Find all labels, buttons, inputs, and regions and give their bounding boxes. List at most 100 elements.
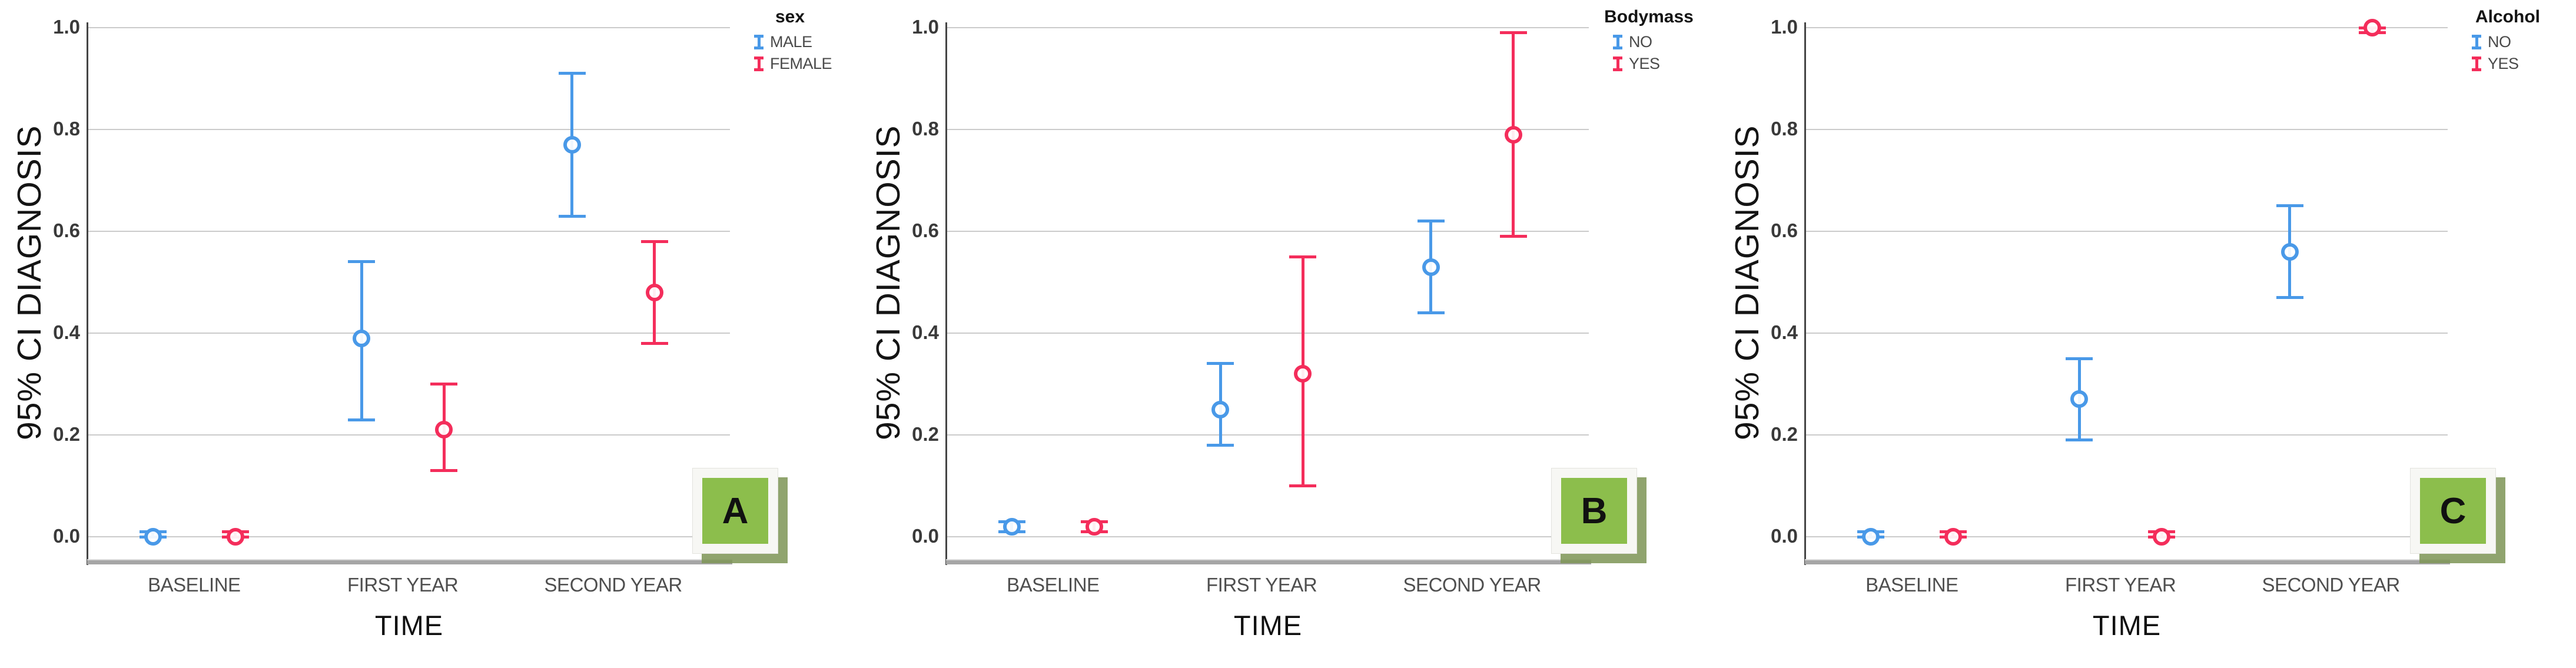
errorbar-cap-low-no-first-year — [2066, 438, 2093, 442]
mean-marker-yes-baseline — [1944, 528, 1962, 546]
x-tick-label-first-year: FIRST YEAR — [347, 574, 459, 596]
errorbar-icon — [753, 35, 764, 49]
panel-badge: C — [2410, 468, 2496, 554]
errorbar-icon-part — [2475, 38, 2478, 46]
gridline-0.8 — [1806, 129, 2448, 130]
panel-badge-letter: C — [2420, 478, 2486, 544]
legend-items: MALE FEMALE — [737, 33, 855, 73]
gridline-0.4 — [947, 333, 1589, 334]
mean-marker-male-second-year — [563, 135, 581, 154]
errorbar-cap-high-no-first-year — [2066, 357, 2093, 360]
gridline-0.2 — [947, 434, 1589, 436]
gridline-0.0 — [88, 536, 730, 537]
mean-marker-no-baseline — [1002, 517, 1021, 536]
errorbar-icon-part — [1613, 46, 1622, 49]
errorbar-cap-high-yes-first-year — [1289, 255, 1317, 258]
errorbar-icon-part — [2472, 35, 2481, 38]
legend-item-label: YES — [2488, 55, 2519, 72]
gridline-0.8 — [947, 129, 1589, 130]
panel-a-sex: 95% CI DIAGNOSIS TIME sex MALE FEMALE A 0… — [0, 0, 858, 668]
errorbar-cap-low-male-first-year — [348, 418, 376, 421]
mean-marker-no-baseline — [1861, 528, 1880, 546]
errorbar-icon — [1612, 57, 1623, 71]
mean-marker-no-first-year — [1211, 400, 1230, 418]
legend: Alcohol NO YES — [2455, 7, 2572, 77]
errorbar-cap-high-female-first-year — [430, 383, 458, 385]
errorbar-cap-low-yes-first-year — [1289, 484, 1317, 487]
errorbar-icon — [2471, 57, 2482, 71]
y-tick-label-0.4: 0.4 — [53, 321, 80, 343]
y-tick-label-1.0: 1.0 — [912, 16, 939, 38]
x-tick-label-baseline: BASELINE — [1865, 574, 1958, 596]
mean-marker-female-first-year — [435, 421, 453, 439]
mean-marker-male-baseline — [144, 528, 162, 546]
y-tick-label-0.8: 0.8 — [912, 118, 939, 139]
x-axis-line — [1805, 559, 2450, 564]
panel-badge-letter: B — [1561, 478, 1627, 544]
y-axis-title: 95% CI DIAGNOSIS — [1728, 125, 1766, 440]
gridline-0.2 — [1806, 434, 2448, 436]
legend-item-yes: YES — [1612, 55, 1714, 73]
legend: sex MALE FEMALE — [737, 7, 855, 77]
mean-marker-no-second-year — [2280, 242, 2299, 261]
x-axis-title: TIME — [1233, 610, 1303, 641]
errorbar-cap-low-no-second-year — [1417, 311, 1445, 314]
legend-title: sex — [775, 7, 805, 26]
y-axis-spine — [87, 22, 88, 565]
gridline-0.8 — [88, 129, 730, 130]
gridline-1.0 — [947, 27, 1589, 28]
x-tick-label-second-year: SECOND YEAR — [1403, 574, 1542, 596]
errorbar-icon-part — [757, 59, 761, 68]
panel-badge: A — [692, 468, 778, 554]
errorbar-icon-part — [754, 57, 763, 59]
y-tick-label-0.6: 0.6 — [1771, 220, 1798, 241]
errorbar-cap-low-male-second-year — [558, 214, 586, 218]
y-tick-label-0.6: 0.6 — [912, 220, 939, 241]
x-axis-line — [87, 559, 732, 564]
y-tick-label-1.0: 1.0 — [1771, 16, 1798, 38]
x-tick-label-baseline: BASELINE — [1007, 574, 1100, 596]
errorbar-cap-high-no-second-year — [1417, 220, 1445, 223]
plot-area — [947, 27, 1589, 537]
mean-marker-no-first-year — [2070, 390, 2089, 408]
errorbar-cap-high-male-second-year — [558, 72, 586, 75]
errorbar-cap-high-female-second-year — [640, 240, 668, 243]
errorbar-icon-part — [1613, 35, 1622, 38]
legend-items: NO YES — [1596, 33, 1714, 73]
errorbar-cap-high-no-second-year — [2276, 204, 2303, 208]
gridline-0.6 — [88, 231, 730, 232]
y-tick-label-1.0: 1.0 — [53, 16, 80, 38]
errorbar-icon — [2471, 35, 2482, 49]
mean-marker-female-baseline — [226, 528, 244, 546]
gridline-0.6 — [1806, 231, 2448, 232]
errorbar-icon-part — [1613, 57, 1622, 59]
legend-item-label: YES — [1629, 55, 1660, 72]
legend: Bodymass NO YES — [1596, 7, 1714, 77]
errorbar-cap-high-no-first-year — [1207, 362, 1234, 365]
y-axis-title: 95% CI DIAGNOSIS — [869, 125, 907, 440]
errorbar-icon-part — [2472, 46, 2481, 49]
gridline-1.0 — [88, 27, 730, 28]
gridline-0.4 — [88, 333, 730, 334]
errorbar-icon-part — [754, 35, 763, 38]
errorbar-cap-low-female-second-year — [640, 341, 668, 345]
legend-item-male: MALE — [753, 33, 855, 51]
x-axis-title: TIME — [374, 610, 444, 641]
errorbar-icon-part — [2472, 68, 2481, 71]
x-tick-label-first-year: FIRST YEAR — [2065, 574, 2176, 596]
errorbar-icon — [753, 57, 764, 71]
errorbar-icon-part — [757, 38, 761, 46]
plot-area — [88, 27, 730, 546]
mean-marker-female-second-year — [645, 283, 663, 301]
x-axis-title: TIME — [2092, 610, 2162, 641]
mean-marker-yes-second-year — [1504, 125, 1522, 144]
errorbar-icon-part — [1616, 38, 1619, 46]
errorbar-cap-low-no-second-year — [2276, 295, 2303, 299]
legend-item-no: NO — [1612, 33, 1714, 51]
y-tick-label-0.2: 0.2 — [912, 423, 939, 445]
mean-marker-yes-first-year — [2153, 528, 2171, 546]
panel-badge: B — [1551, 468, 1637, 554]
y-tick-label-0.0: 0.0 — [912, 525, 939, 547]
errorbar-icon-part — [2472, 57, 2481, 59]
